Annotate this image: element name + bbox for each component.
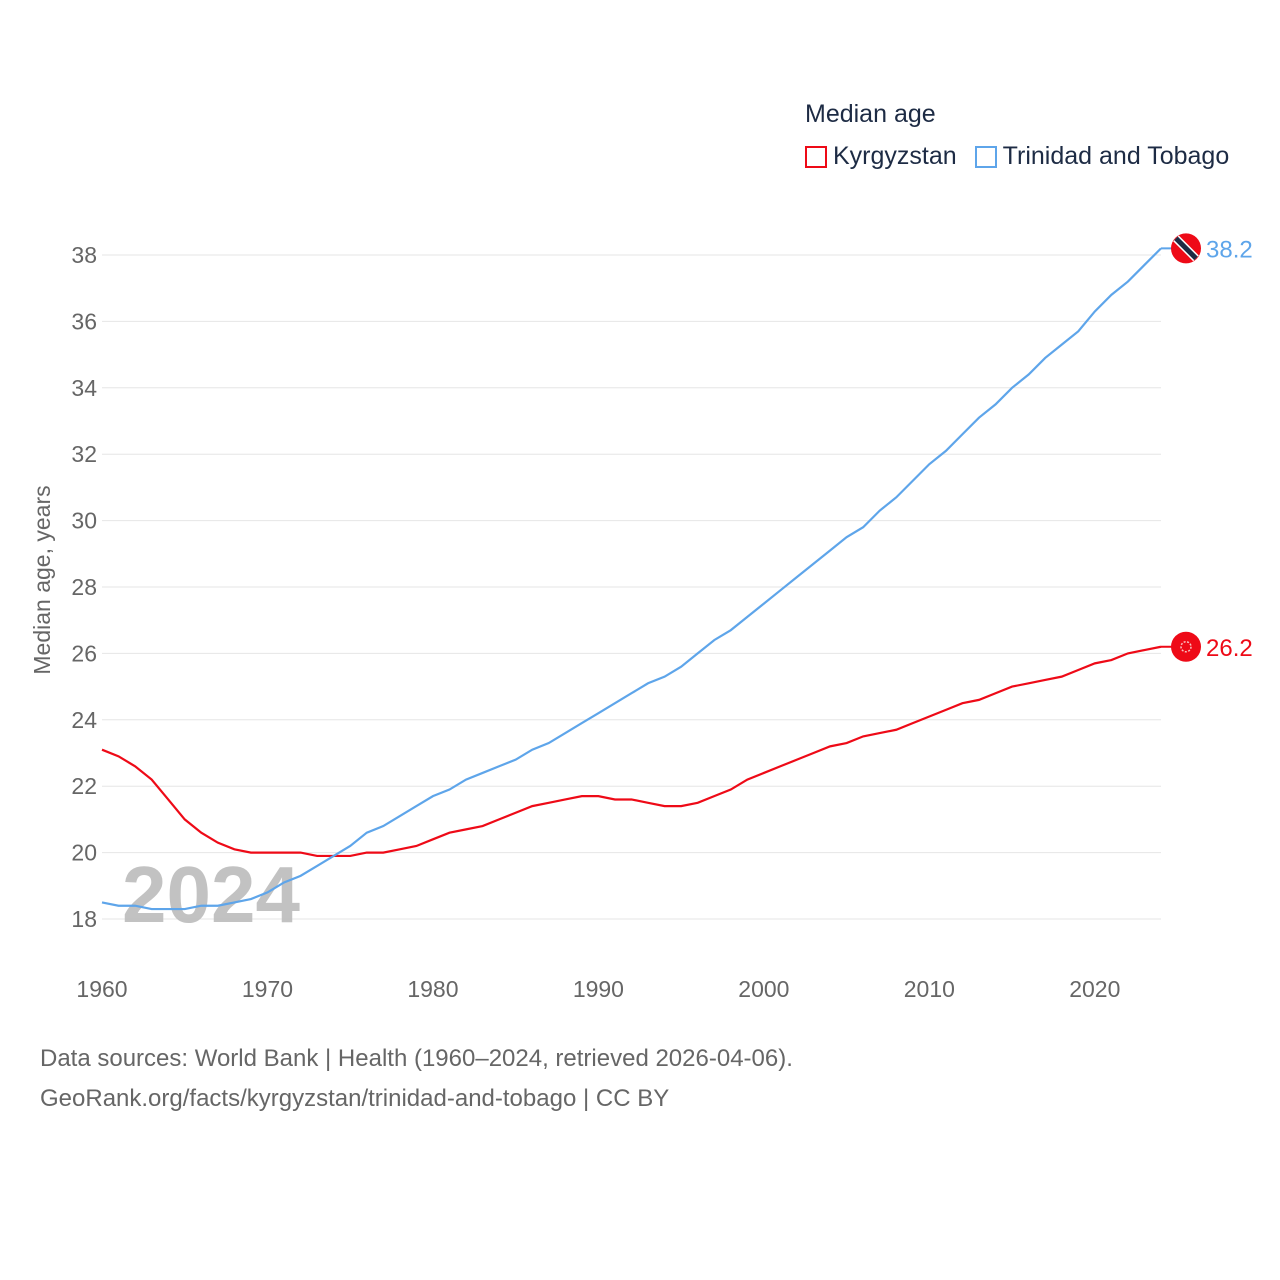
x-tick-label: 1960 [76, 976, 127, 1002]
year-watermark: 2024 [122, 850, 300, 939]
y-tick-label: 26 [71, 640, 97, 666]
legend-item-kyrgyzstan[interactable]: Kyrgyzstan [805, 142, 957, 171]
series-line-trinidad[interactable] [101, 247, 1162, 911]
y-tick-label: 18 [71, 906, 97, 932]
y-tick-label: 38 [71, 242, 97, 268]
legend-swatch-kyrgyzstan [805, 145, 827, 168]
trinidad-flag-icon [1171, 233, 1201, 264]
footer-link[interactable]: GeoRank.org/facts/kyrgyzstan/trinidad-an… [40, 1085, 670, 1112]
y-tick-label: 30 [71, 508, 97, 534]
kyrgyzstan-flag-icon [1171, 631, 1201, 662]
legend-label: Kyrgyzstan [833, 142, 957, 170]
y-tick-label: 28 [71, 574, 97, 600]
y-axis-label: Median age, years [29, 485, 55, 674]
x-tick-label: 1970 [242, 976, 293, 1002]
y-tick-label: 24 [71, 707, 97, 733]
series-line-kyrgyzstan[interactable] [101, 645, 1162, 858]
y-tick-label: 36 [71, 308, 97, 334]
footer-sources: Data sources: World Bank | Health (1960–… [40, 1045, 793, 1072]
legend-title: Median age [805, 100, 936, 128]
legend: Kyrgyzstan Trinidad and Tobago [805, 142, 1229, 171]
legend-item-trinidad[interactable]: Trinidad and Tobago [974, 142, 1230, 171]
legend-swatch-trinidad [974, 145, 997, 168]
y-tick-label: 20 [71, 840, 97, 866]
legend-label: Trinidad and Tobago [1002, 142, 1230, 170]
y-tick-label: 22 [71, 773, 97, 799]
x-tick-label: 1980 [407, 976, 458, 1002]
x-tick-label: 2000 [738, 976, 789, 1002]
y-tick-label: 32 [71, 441, 97, 467]
y-tick-label: 34 [71, 375, 97, 401]
end-value-label: 38.2 [1206, 236, 1253, 263]
x-tick-label: 2010 [904, 976, 955, 1002]
end-value-label: 26.2 [1206, 635, 1253, 662]
x-tick-label: 1990 [573, 976, 624, 1002]
x-tick-label: 2020 [1069, 976, 1120, 1002]
